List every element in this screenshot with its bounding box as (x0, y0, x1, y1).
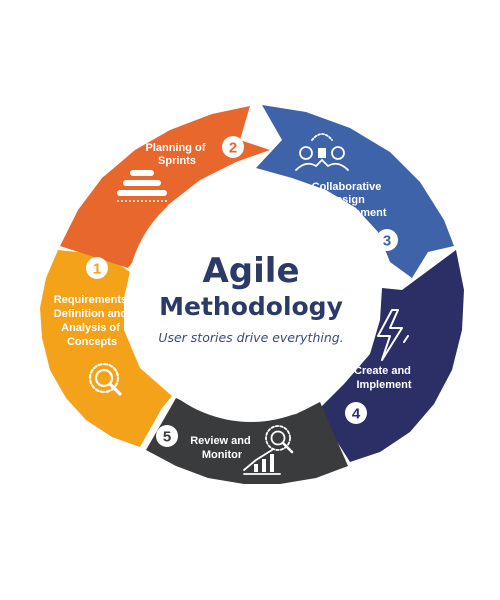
lightning-bolt-icon (371, 309, 409, 361)
step-3-number-badge (376, 229, 398, 251)
segment-2-planning (60, 106, 270, 268)
center-subtitle-title: Methodology (159, 292, 343, 321)
step-2-number-badge (222, 136, 244, 158)
center-tagline: User stories drive everything. (158, 330, 343, 345)
step-4-number-badge (345, 402, 367, 424)
step-5-label: Review and Monitor (190, 435, 254, 461)
step-1-number-badge (86, 257, 108, 279)
step-4-label: Create and Implement (354, 365, 414, 391)
segment-5-review (146, 398, 348, 484)
team-handshake-icon (295, 133, 349, 171)
step-3-label: Collaborative Design Development (312, 181, 387, 219)
analytics-growth-icon (243, 425, 294, 475)
segment-3-design (256, 105, 454, 278)
step-4-number: 4 (352, 406, 361, 423)
step-5-number: 5 (163, 429, 171, 446)
step-3-number: 3 (383, 233, 391, 250)
segment-1-requirements (40, 250, 172, 447)
step-5-number-badge (156, 425, 178, 447)
step-2-label: Planning of Sprints (146, 142, 209, 167)
center-title: Agile (202, 251, 299, 291)
stacked-layers-icon (117, 170, 167, 202)
step-1-label: Requirements Definition and Analysis of … (54, 294, 130, 348)
center-disk (127, 174, 375, 422)
magnifier-icon (88, 362, 122, 396)
step-2-number: 2 (229, 140, 237, 157)
step-1-number: 1 (93, 261, 101, 278)
